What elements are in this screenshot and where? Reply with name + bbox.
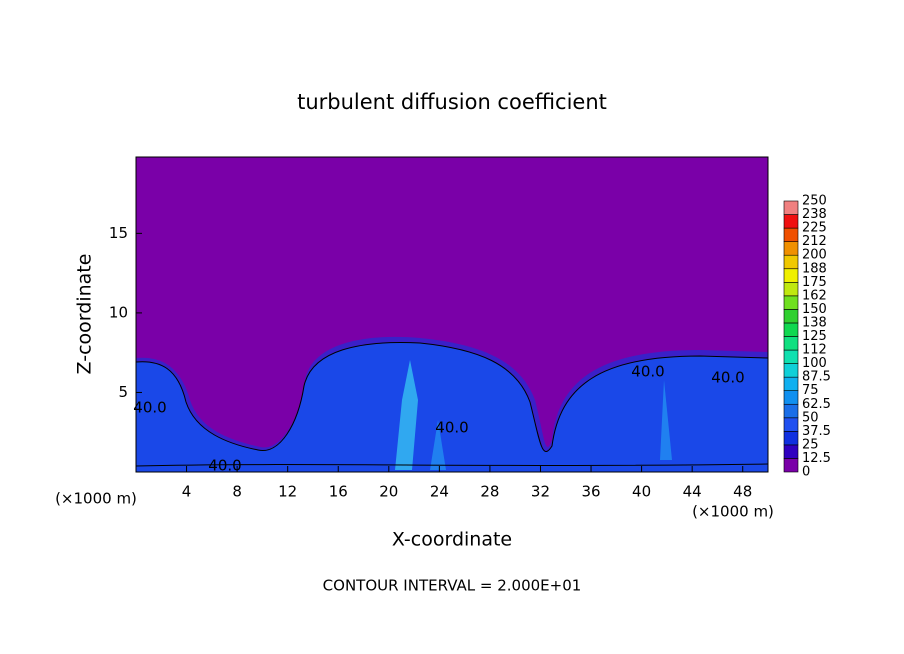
x-tick-label: 40 — [632, 483, 651, 501]
colorbar-box — [783, 295, 799, 310]
field-region — [135, 342, 769, 473]
x-tick-label: 8 — [232, 483, 242, 501]
x-unit: (×1000 m) — [692, 503, 774, 521]
colorbar-label: 75 — [802, 383, 819, 398]
colorbar-box — [783, 444, 799, 459]
colorbar-label: 238 — [802, 207, 827, 222]
colorbar-label: 212 — [802, 234, 827, 249]
colorbar-label: 225 — [802, 221, 827, 236]
x-tick-label: 28 — [480, 483, 499, 501]
contour-label: 40.0 — [711, 369, 744, 387]
colorbar-box — [783, 403, 799, 419]
colorbar-box — [783, 268, 799, 283]
colorbar-box — [783, 322, 799, 337]
contour-line — [135, 463, 769, 467]
y-axis-label: Z-coordinate — [74, 254, 96, 375]
colorbar-box — [783, 214, 799, 229]
colorbar-label: 37.5 — [802, 424, 831, 439]
colorbar-box — [783, 309, 799, 324]
footer: CONTOUR INTERVAL = 2.000E+01 — [323, 577, 582, 595]
y-tick-label: 15 — [109, 224, 128, 242]
contour-label: 40.0 — [133, 399, 166, 417]
x-unit: (×1000 m) — [55, 490, 137, 508]
colorbar-label: 87.5 — [802, 370, 831, 385]
colorbar-label: 100 — [802, 356, 827, 371]
plot-frame — [135, 156, 769, 473]
colorbar-label: 112 — [802, 343, 827, 358]
contour-label: 40.0 — [435, 419, 468, 437]
chart-title: turbulent diffusion coefficient — [297, 90, 607, 114]
x-tick-label: 32 — [531, 483, 550, 501]
y-tick-label: 5 — [118, 383, 128, 401]
y-tick-label: 10 — [109, 303, 128, 321]
x-tick-label: 12 — [278, 483, 297, 501]
x-tick-label: 20 — [379, 483, 398, 501]
colorbar-box — [783, 227, 799, 242]
contour-label: 40.0 — [631, 363, 664, 381]
colorbar-box — [783, 349, 799, 364]
colorbar-box — [783, 281, 799, 297]
colorbar-label: 0 — [802, 465, 810, 480]
colorbar-label: 188 — [802, 261, 827, 276]
x-tick-label: 44 — [683, 483, 702, 501]
colorbar-box — [783, 241, 799, 256]
colorbar-box — [783, 336, 799, 351]
colorbar-label: 25 — [802, 437, 819, 452]
colorbar-box — [783, 458, 799, 473]
colorbar-box — [783, 254, 799, 270]
colorbar-box — [783, 363, 799, 378]
field-region — [395, 360, 418, 470]
colorbar-label: 125 — [802, 329, 827, 344]
colorbar-label: 200 — [802, 248, 827, 263]
colorbar-label: 162 — [802, 288, 827, 303]
colorbar-box — [783, 431, 799, 446]
colorbar-label: 50 — [802, 410, 819, 425]
colorbar-label: 150 — [802, 302, 827, 317]
colorbar-label: 12.5 — [802, 451, 831, 466]
colorbar-label: 175 — [802, 275, 827, 290]
x-tick-label: 24 — [430, 483, 449, 501]
field — [135, 157, 769, 473]
x-tick-label: 16 — [329, 483, 348, 501]
x-axis-label: X-coordinate — [392, 529, 512, 551]
x-tick-label: 4 — [182, 483, 192, 501]
colorbar-label: 62.5 — [802, 397, 831, 412]
colorbar-box — [783, 390, 799, 405]
x-tick-label: 48 — [733, 483, 752, 501]
colorbar-box — [783, 376, 799, 391]
colorbar-label: 250 — [802, 194, 827, 209]
contour-label: 40.0 — [208, 457, 241, 475]
colorbar-box — [783, 417, 799, 432]
x-tick-label: 36 — [581, 483, 600, 501]
colorbar-label: 138 — [802, 315, 827, 330]
colorbar-box — [783, 200, 799, 215]
